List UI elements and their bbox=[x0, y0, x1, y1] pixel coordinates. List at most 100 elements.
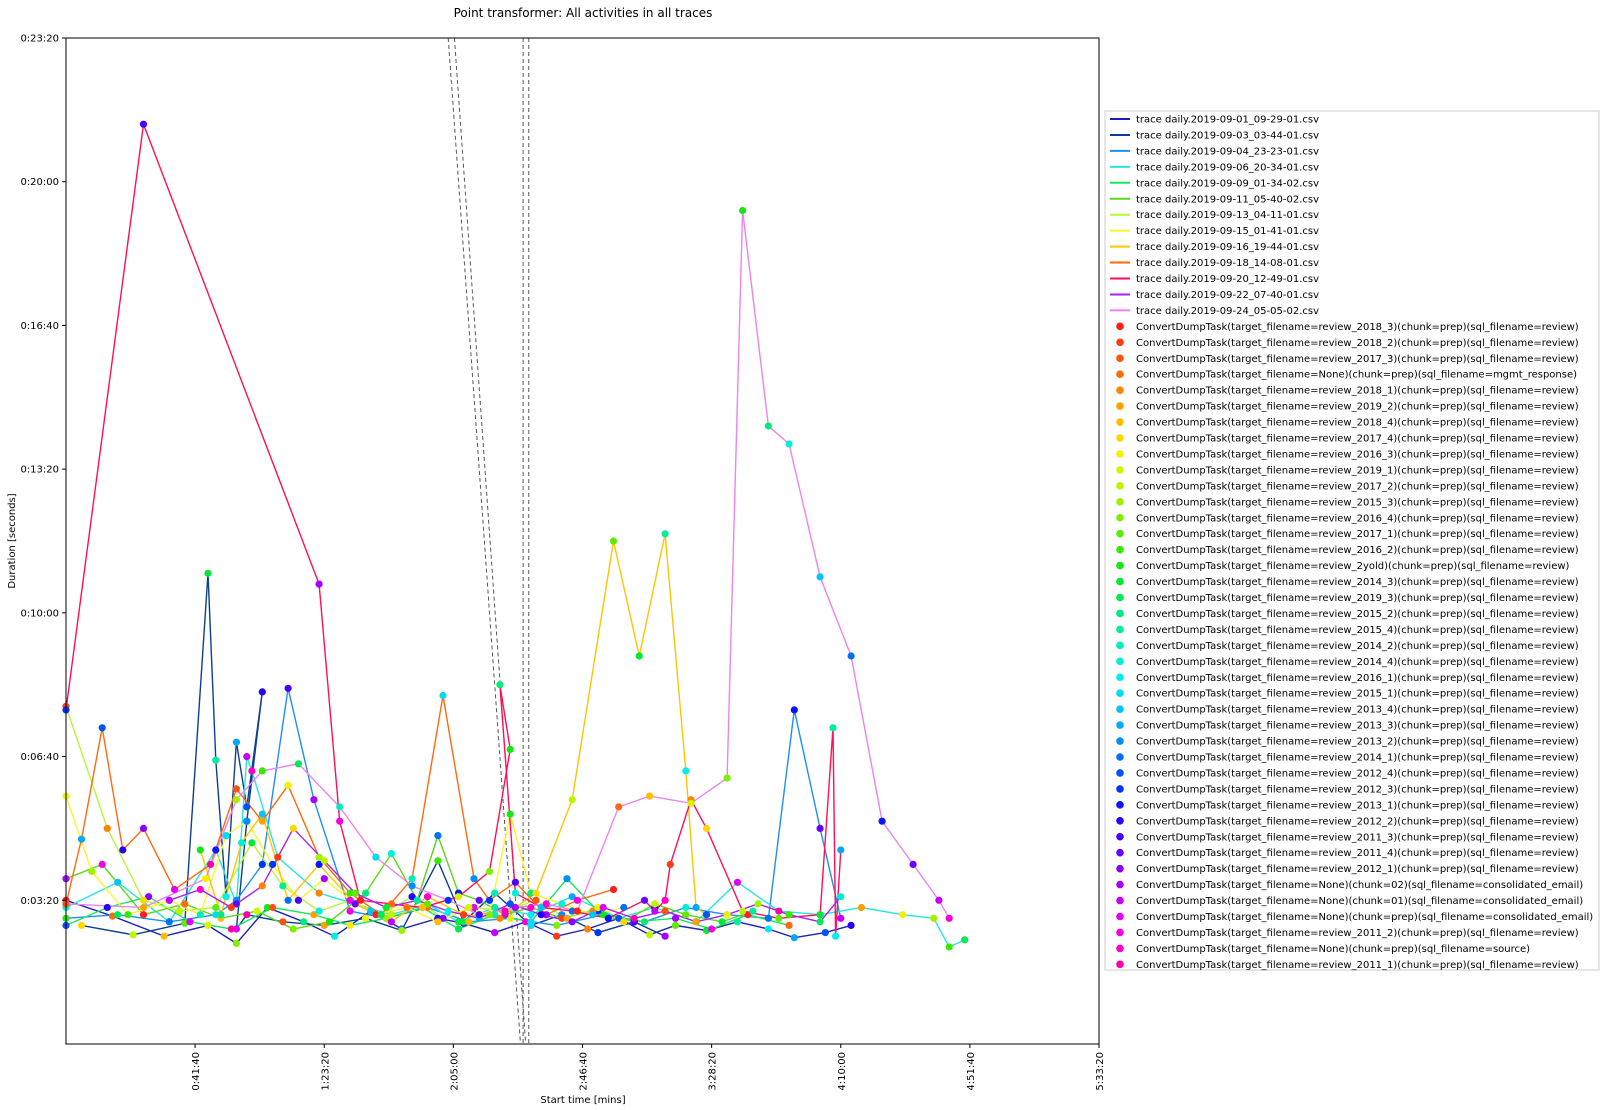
data-point bbox=[204, 921, 212, 930]
data-point bbox=[336, 817, 344, 825]
data-point bbox=[702, 911, 711, 919]
data-point bbox=[145, 893, 153, 901]
legend-label: ConvertDumpTask(target_filename=review_2… bbox=[1136, 497, 1579, 508]
data-point bbox=[289, 925, 297, 933]
reference-line bbox=[447, 37, 522, 1045]
data-point bbox=[315, 907, 323, 915]
data-point bbox=[204, 569, 212, 577]
data-point bbox=[382, 903, 390, 912]
data-point bbox=[387, 918, 395, 926]
data-point bbox=[160, 932, 168, 940]
data-point bbox=[594, 903, 602, 912]
legend-label: ConvertDumpTask(target_filename=review_2… bbox=[1136, 928, 1579, 939]
data-point bbox=[139, 120, 148, 128]
data-point bbox=[284, 896, 292, 904]
data-point bbox=[651, 900, 659, 908]
data-point bbox=[573, 896, 581, 904]
legend-label: ConvertDumpTask(target_filename=review_2… bbox=[1136, 737, 1579, 748]
data-point bbox=[124, 911, 132, 919]
data-point bbox=[744, 911, 752, 919]
legend-marker-swatch bbox=[1116, 912, 1124, 921]
data-point bbox=[170, 885, 179, 894]
data-point bbox=[289, 824, 297, 833]
data-point bbox=[837, 914, 845, 922]
chart-title: Point transformer: All activities in all… bbox=[454, 6, 713, 20]
data-point bbox=[465, 903, 473, 912]
data-point bbox=[832, 932, 840, 940]
legend-label: ConvertDumpTask(target_filename=review_2… bbox=[1136, 513, 1579, 524]
legend-marker-swatch bbox=[1116, 609, 1124, 618]
data-point bbox=[899, 911, 907, 919]
legend-label: ConvertDumpTask(target_filename=None)(ch… bbox=[1136, 896, 1583, 907]
legend-label: ConvertDumpTask(target_filename=review_2… bbox=[1136, 322, 1579, 333]
data-point bbox=[609, 885, 618, 894]
data-point bbox=[470, 875, 478, 883]
data-point bbox=[315, 889, 323, 897]
data-point bbox=[821, 929, 829, 937]
data-point bbox=[790, 934, 798, 942]
x-axis-title: Start time [mins] bbox=[540, 1095, 625, 1106]
data-point bbox=[646, 931, 654, 939]
y-tick-label: 0:06:40 bbox=[20, 752, 59, 763]
legend-label: ConvertDumpTask(target_filename=review_2… bbox=[1136, 705, 1579, 716]
legend-label: ConvertDumpTask(target_filename=review_2… bbox=[1136, 434, 1579, 445]
data-point bbox=[212, 756, 220, 764]
data-point bbox=[320, 857, 328, 865]
data-point bbox=[263, 903, 271, 912]
data-point bbox=[439, 914, 447, 922]
data-point bbox=[615, 914, 623, 922]
data-point bbox=[930, 914, 938, 922]
data-point bbox=[754, 900, 762, 908]
data-point bbox=[248, 839, 256, 847]
data-point bbox=[491, 929, 499, 937]
legend-label: trace daily.2019-09-20_12-49-01.csv bbox=[1136, 274, 1319, 285]
data-point bbox=[491, 911, 499, 919]
legend-marker-swatch bbox=[1116, 482, 1124, 490]
data-point bbox=[207, 860, 215, 869]
legend-marker-swatch bbox=[1116, 721, 1124, 729]
data-point bbox=[387, 900, 395, 908]
data-point bbox=[661, 907, 669, 915]
legend-label: trace daily.2019-09-24_05-05-02.csv bbox=[1136, 306, 1319, 317]
data-point bbox=[666, 860, 674, 869]
legend-label: ConvertDumpTask(target_filename=review_2… bbox=[1136, 593, 1579, 604]
legend-label: ConvertDumpTask(target_filename=review_2… bbox=[1136, 402, 1579, 413]
data-point bbox=[232, 738, 240, 746]
data-point bbox=[661, 896, 669, 904]
data-point bbox=[491, 889, 499, 897]
data-point bbox=[506, 745, 514, 754]
data-point bbox=[682, 903, 690, 912]
legend-marker-swatch bbox=[1116, 577, 1124, 586]
data-point bbox=[217, 911, 225, 919]
data-point bbox=[568, 918, 576, 926]
legend-marker-swatch bbox=[1116, 402, 1124, 410]
legend-label: trace daily.2019-09-03_03-44-01.csv bbox=[1136, 130, 1319, 141]
legend-label: ConvertDumpTask(target_filename=review_2… bbox=[1136, 816, 1579, 827]
data-point bbox=[176, 907, 184, 915]
data-point bbox=[563, 875, 571, 883]
data-point bbox=[837, 846, 845, 854]
data-point bbox=[785, 921, 793, 930]
data-point bbox=[537, 903, 545, 912]
legend-marker-swatch bbox=[1116, 944, 1124, 953]
data-point bbox=[444, 896, 452, 904]
data-point bbox=[227, 903, 235, 912]
data-point bbox=[248, 767, 256, 775]
legend-marker-swatch bbox=[1116, 561, 1124, 570]
data-point bbox=[816, 824, 824, 833]
data-point bbox=[253, 907, 261, 915]
legend-marker-swatch bbox=[1116, 418, 1124, 426]
data-point bbox=[749, 907, 757, 915]
data-point bbox=[496, 681, 504, 689]
data-point bbox=[857, 903, 866, 912]
legend-marker-swatch bbox=[1116, 769, 1124, 777]
data-point bbox=[522, 918, 530, 926]
data-point bbox=[284, 781, 292, 789]
data-point bbox=[542, 900, 550, 908]
data-point bbox=[196, 911, 204, 919]
data-point bbox=[739, 206, 747, 215]
data-point bbox=[243, 817, 251, 825]
legend-label: ConvertDumpTask(target_filename=review_2… bbox=[1136, 864, 1579, 875]
data-point bbox=[568, 893, 576, 901]
